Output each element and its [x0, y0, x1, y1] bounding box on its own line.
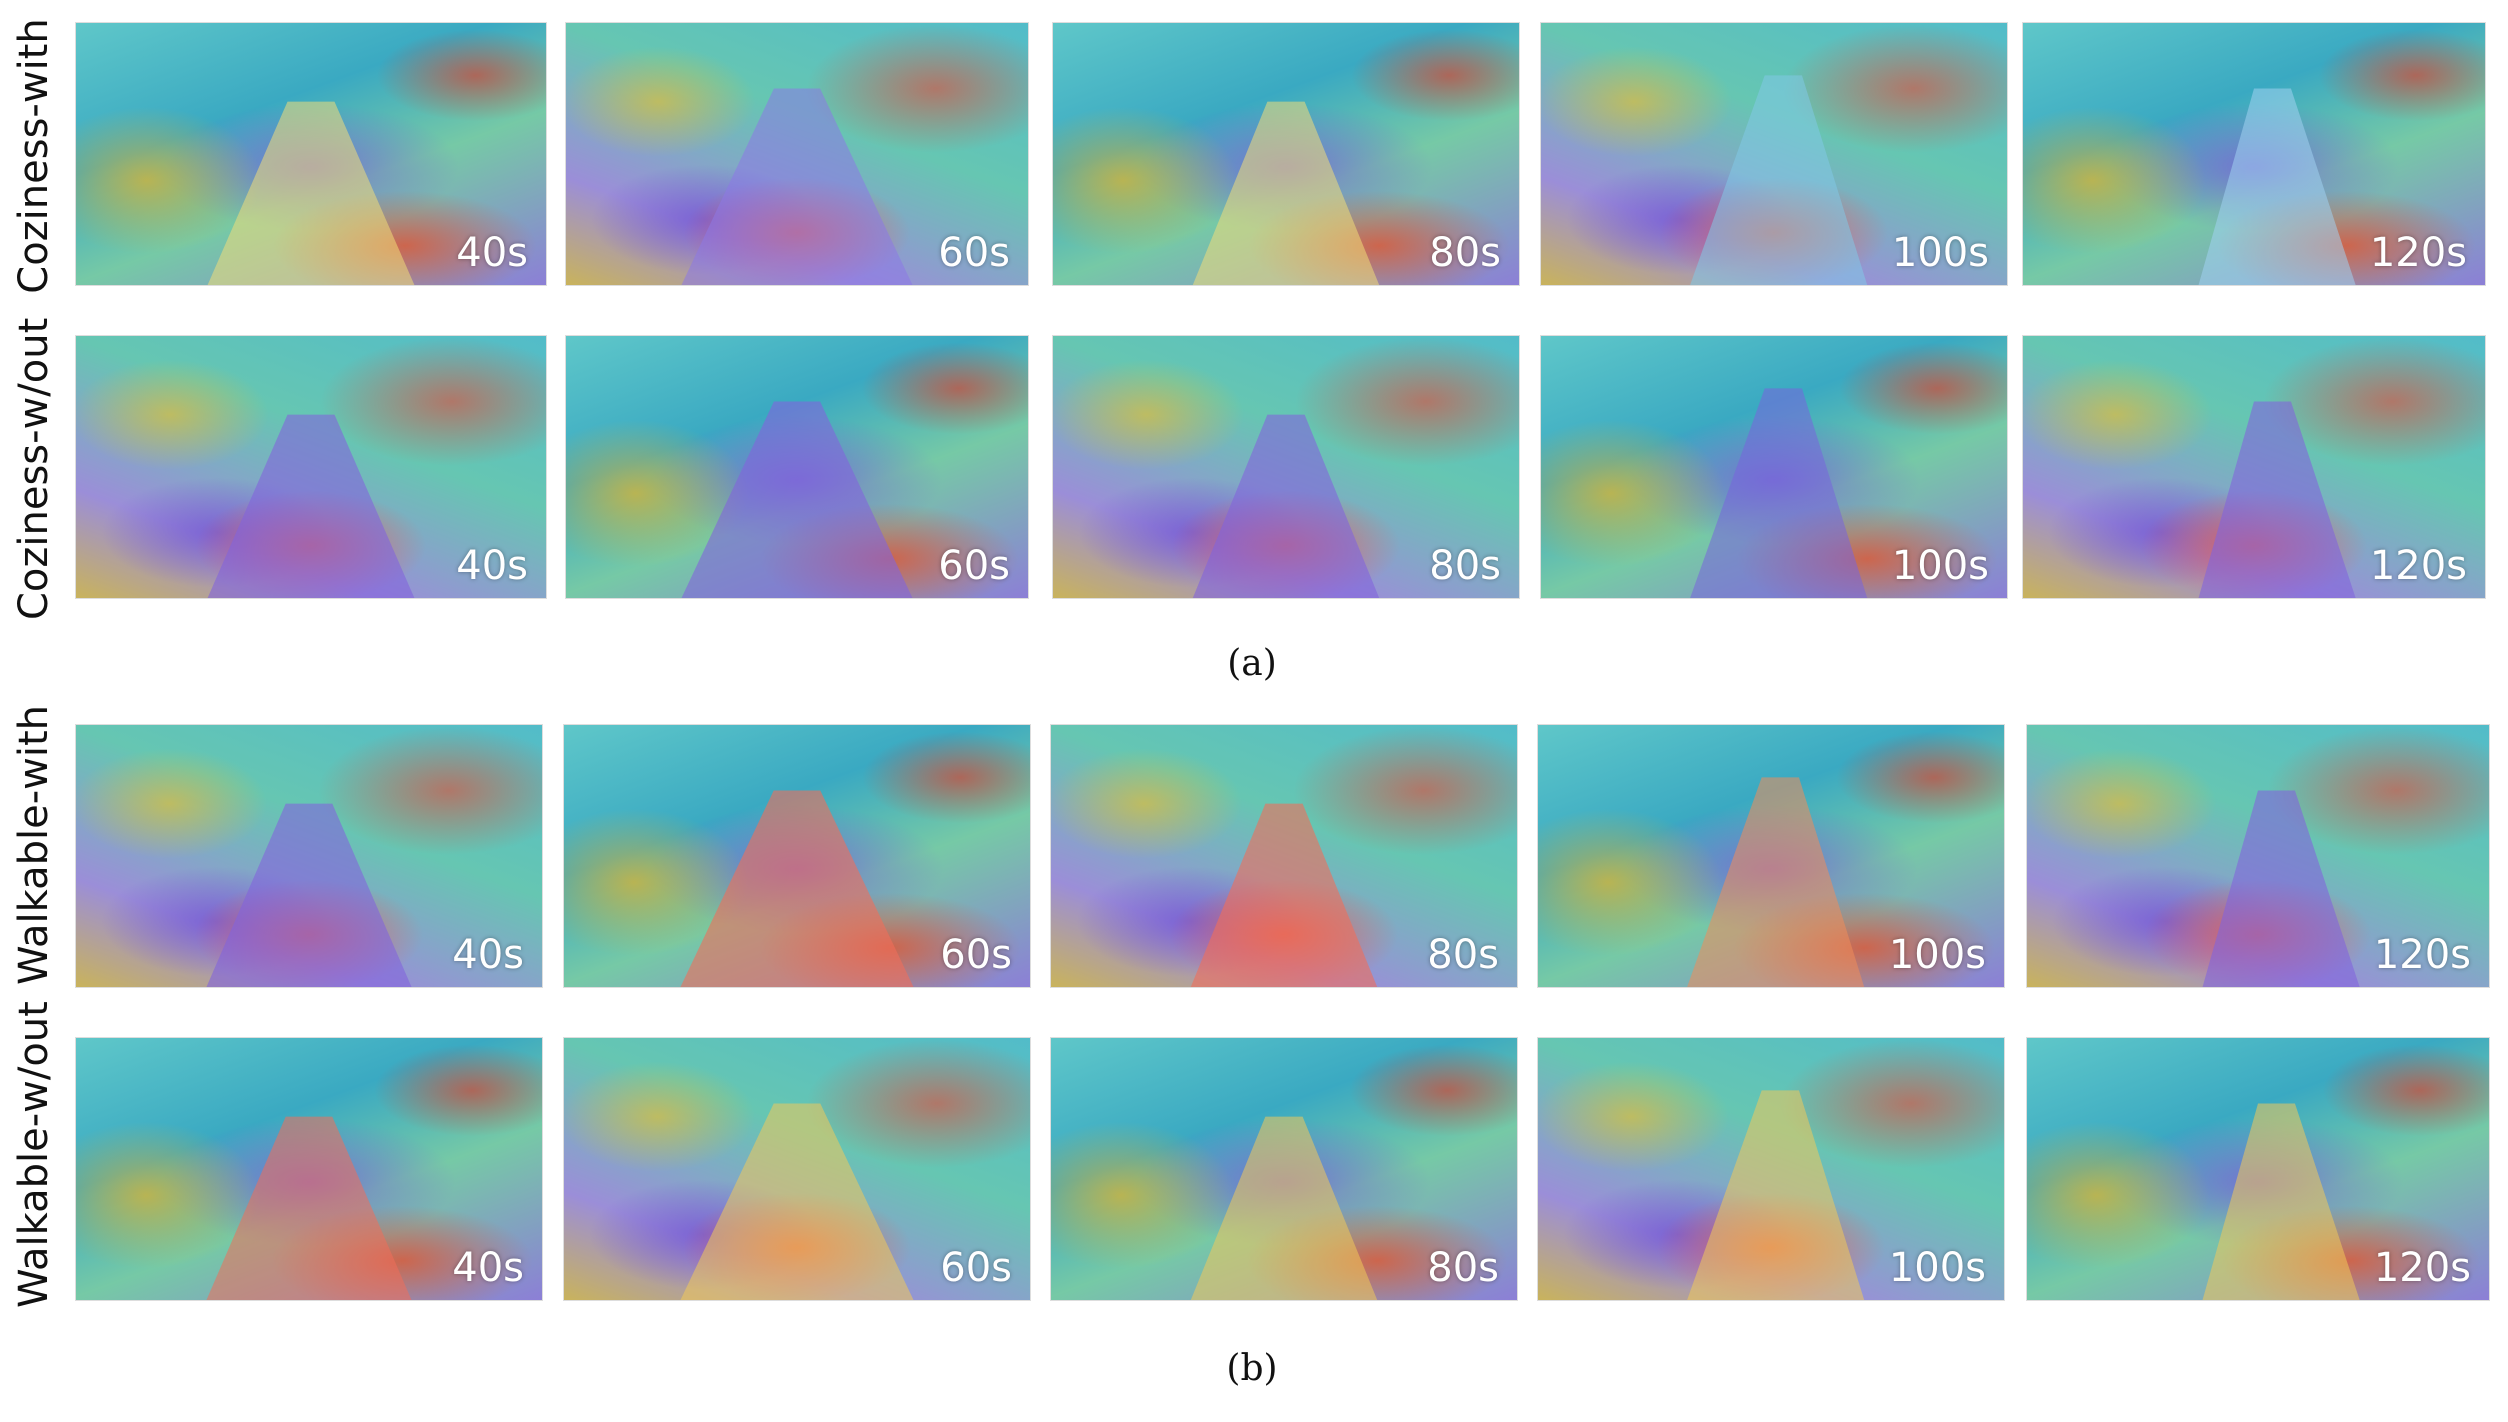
heatmap-panel: 60s: [565, 335, 1029, 599]
timestamp-label: 120s: [2373, 932, 2471, 978]
timestamp-label: 100s: [1888, 932, 1986, 978]
timestamp-label: 60s: [940, 932, 1012, 978]
timestamp-label: 80s: [1427, 1245, 1499, 1291]
heatmap-panel: 100s: [1540, 335, 2008, 599]
timestamp-label: 100s: [1891, 230, 1989, 276]
heatmap-panel: 60s: [563, 724, 1031, 988]
timestamp-label: 80s: [1429, 230, 1501, 276]
row-label-walkable-with: Walkable-with: [11, 705, 57, 985]
row-label-walkable-without: Walkable-w/out: [11, 1001, 57, 1308]
heatmap-panel: 120s: [2026, 724, 2490, 988]
timestamp-label: 40s: [456, 230, 528, 276]
heatmap-panel: 40s: [75, 1037, 543, 1301]
heatmap-panel: 120s: [2022, 22, 2486, 286]
subfigure-caption-a: (a): [1227, 643, 1277, 684]
timestamp-label: 120s: [2369, 543, 2467, 589]
row-label-coziness-without: Coziness-w/out: [11, 317, 57, 620]
timestamp-label: 100s: [1891, 543, 1989, 589]
heatmap-panel: 40s: [75, 335, 547, 599]
timestamp-label: 60s: [938, 543, 1010, 589]
timestamp-label: 100s: [1888, 1245, 1986, 1291]
heatmap-panel: 120s: [2026, 1037, 2490, 1301]
heatmap-panel: 120s: [2022, 335, 2486, 599]
row-label-coziness-with: Coziness-with: [11, 18, 57, 294]
subfigure-caption-b: (b): [1226, 1348, 1278, 1389]
heatmap-panel: 80s: [1050, 724, 1518, 988]
timestamp-label: 120s: [2373, 1245, 2471, 1291]
heatmap-panel: 40s: [75, 22, 547, 286]
heatmap-panel: 60s: [563, 1037, 1031, 1301]
timestamp-label: 40s: [452, 932, 524, 978]
timestamp-label: 60s: [938, 230, 1010, 276]
heatmap-panel: 80s: [1052, 22, 1520, 286]
timestamp-label: 40s: [452, 1245, 524, 1291]
timestamp-label: 80s: [1427, 932, 1499, 978]
timestamp-label: 40s: [456, 543, 528, 589]
heatmap-panel: 100s: [1537, 1037, 2005, 1301]
heatmap-panel: 80s: [1052, 335, 1520, 599]
heatmap-panel: 100s: [1540, 22, 2008, 286]
heatmap-panel: 100s: [1537, 724, 2005, 988]
heatmap-panel: 60s: [565, 22, 1029, 286]
timestamp-label: 60s: [940, 1245, 1012, 1291]
timestamp-label: 80s: [1429, 543, 1501, 589]
heatmap-panel: 40s: [75, 724, 543, 988]
heatmap-panel: 80s: [1050, 1037, 1518, 1301]
timestamp-label: 120s: [2369, 230, 2467, 276]
